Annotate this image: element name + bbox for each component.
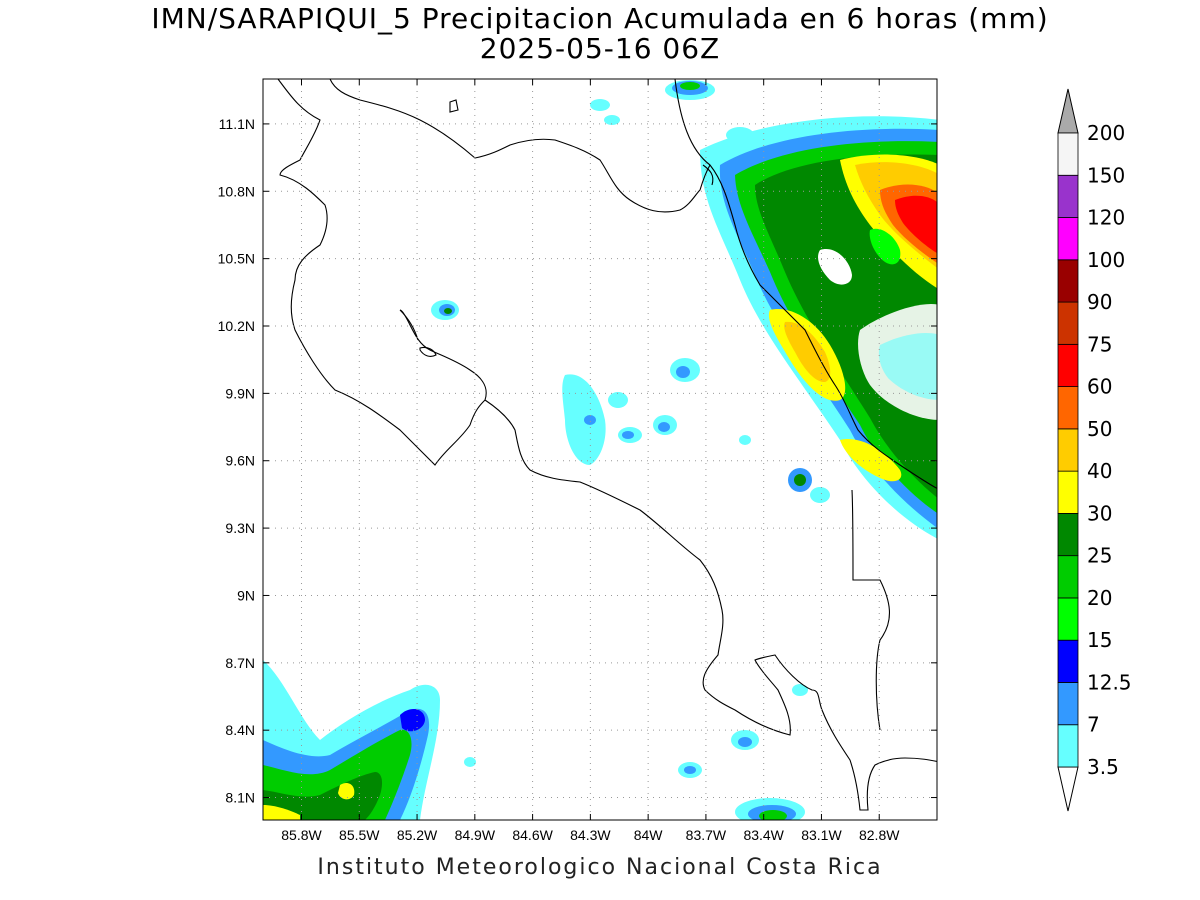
colorbar-swatch [1057,724,1079,768]
footer-credit: Instituto Meteorologico Nacional Costa R… [317,855,883,880]
colorbar-swatch [1057,259,1079,303]
colorbar-swatch [1057,428,1079,472]
colorbar-label: 25 [1087,544,1112,568]
lat-tick-label: 8.7N [225,655,255,671]
precip-band-caribbean [700,116,937,539]
longitude-axis: 85.8W 85.5W 85.2W 84.9W 84.6W 84.3W 84W 83.7W 83… [281,79,900,843]
colorbar-label: 50 [1087,417,1112,441]
lon-tick-label: 83.1W [801,827,842,843]
colorbar-label: 200 [1087,121,1125,145]
colorbar-label: 75 [1087,332,1112,356]
colorbar-label: 30 [1087,501,1112,525]
lon-tick-label: 82.8W [859,827,900,843]
lat-tick-label: 9.3N [225,520,255,536]
map-gridlines [263,79,937,820]
lon-tick-label: 83.7W [686,827,727,843]
lon-tick-label: 84.3W [570,827,611,843]
lon-tick-label: 84.9W [455,827,496,843]
lon-tick-label: 83.4W [743,827,784,843]
lon-tick-label: 85.5W [339,827,380,843]
lat-tick-label: 10.8N [218,183,255,199]
colorbar-label: 12.5 [1087,670,1132,694]
colorbar-swatch [1057,513,1079,557]
lat-tick-label: 8.4N [225,722,255,738]
colorbar-label: 120 [1087,206,1125,230]
colorbar-label: 60 [1087,375,1112,399]
coastlines [277,79,937,811]
lat-tick-label: 9.6N [225,453,255,469]
latitude-axis: 8.1N 8.4N 8.7N 9N 9.3N 9.6N 9.9N 10.2N 10.5N 10.8… [218,116,937,806]
map-frame [262,78,938,821]
lon-tick-label: 84.6W [512,827,553,843]
lat-tick-label: 9N [237,587,255,603]
colorbar-swatch [1057,639,1079,683]
colorbar-swatch [1057,301,1079,345]
lat-tick-label: 11.1N [219,116,255,132]
colorbar-over-triangle [1057,88,1079,134]
precipitation-field [263,80,937,820]
colorbar-swatch [1057,555,1079,599]
lon-tick-label: 85.2W [397,827,438,843]
colorbar-swatch [1057,217,1079,261]
colorbar-label: 150 [1087,163,1125,187]
colorbar-swatch [1057,174,1079,218]
lat-tick-label: 10.5N [218,251,255,267]
colorbar-legend: 3.5 7 12.5 15 20 25 30 40 50 60 75 90 100 120 150 200 [1057,88,1132,812]
map-subtitle-date: 2025-05-16 06Z [479,32,721,65]
colorbar-swatch [1057,132,1079,176]
colorbar-label: 7 [1087,713,1100,737]
map-title: IMN/SARAPIQUI_5 Precipitacion Acumulada … [151,2,1049,35]
precip-band-pacific-south [263,660,440,820]
lat-tick-label: 10.2N [218,318,255,334]
colorbar-label: 40 [1087,459,1112,483]
lon-tick-label: 85.8W [281,827,322,843]
colorbar-label: 15 [1087,628,1112,652]
colorbar-swatch [1057,470,1079,514]
colorbar-label: 20 [1087,586,1112,610]
lon-tick-label: 84W [634,827,664,843]
colorbar-label: 90 [1087,290,1112,314]
lat-tick-label: 9.9N [225,385,255,401]
colorbar-swatch [1057,343,1079,388]
colorbar-swatch [1057,386,1079,430]
colorbar-swatch [1057,682,1079,726]
colorbar-label: 100 [1087,248,1125,272]
colorbar-label: 3.5 [1087,755,1119,779]
colorbar-under-triangle [1057,766,1079,812]
colorbar-swatch [1057,597,1079,641]
lat-tick-label: 8.1N [225,790,255,806]
